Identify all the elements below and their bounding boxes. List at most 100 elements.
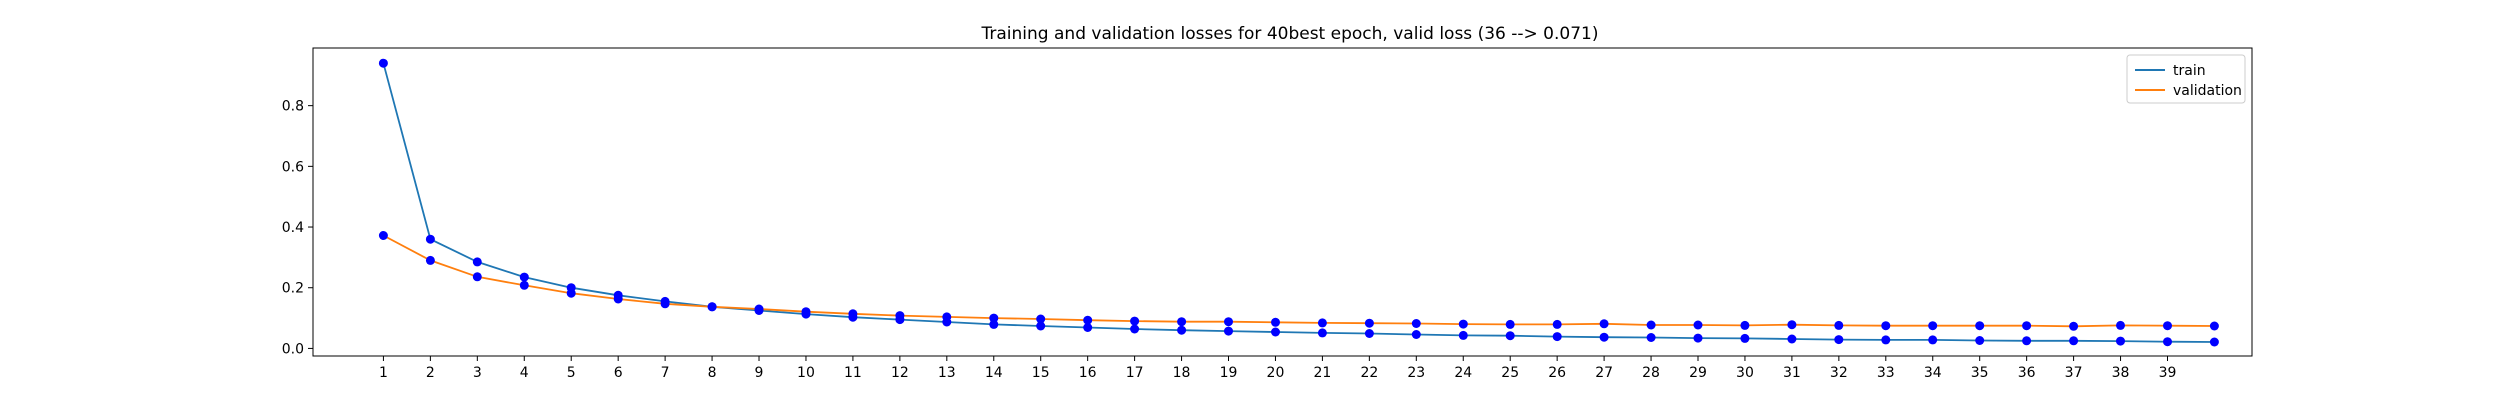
- x-tick-label: 21: [1313, 365, 1331, 381]
- data-point-train: [2116, 336, 2125, 346]
- data-point-validation: [942, 312, 952, 322]
- x-tick-label: 12: [891, 365, 909, 381]
- x-tick-label: 33: [1877, 365, 1895, 381]
- data-point-validation: [801, 307, 811, 317]
- data-point-train: [1881, 335, 1891, 345]
- legend-label-train: train: [2173, 63, 2206, 79]
- data-point-train: [472, 257, 482, 267]
- x-tick-label: 37: [2065, 365, 2083, 381]
- data-point-train: [989, 319, 999, 329]
- data-point-train: [1130, 324, 1140, 334]
- x-tick-label: 24: [1454, 365, 1472, 381]
- data-point-validation: [2116, 320, 2125, 330]
- data-point-train: [2069, 336, 2079, 346]
- series-line-train: [382, 62, 2215, 343]
- data-point-validation: [1834, 320, 1844, 330]
- x-tick-label: 13: [938, 365, 956, 381]
- data-point-validation: [1317, 318, 1327, 328]
- data-point-validation: [1599, 319, 1609, 329]
- x-tick-label: 22: [1360, 365, 1378, 381]
- data-point-train: [1271, 327, 1280, 337]
- y-tick-label: 0.2: [282, 281, 304, 297]
- x-tick-label: 26: [1548, 365, 1566, 381]
- data-point-train: [1505, 331, 1515, 341]
- x-tick-label: 29: [1689, 365, 1707, 381]
- series-line-validation: [382, 234, 2215, 328]
- y-tick-label: 0.6: [282, 159, 304, 175]
- data-point-validation: [1411, 319, 1421, 328]
- data-point-train: [425, 234, 435, 244]
- data-point-validation: [895, 311, 905, 321]
- data-point-train: [1317, 328, 1327, 338]
- data-point-validation: [472, 272, 482, 282]
- x-tick-label: 23: [1407, 365, 1425, 381]
- data-point-validation: [1364, 318, 1374, 328]
- data-point-validation: [2163, 321, 2172, 331]
- data-point-validation: [566, 288, 576, 298]
- data-point-validation: [519, 280, 529, 290]
- data-point-validation: [1928, 321, 1938, 331]
- x-tick-label: 14: [985, 365, 1003, 381]
- y-tick-label: 0.8: [282, 99, 304, 115]
- x-tick-label: 30: [1736, 365, 1754, 381]
- x-axis: 1 2 3 4 5 6 7 8 9 10 11 12 13 14 15 16 17 18 19 20 21 22 23 24 2…: [379, 356, 2176, 381]
- data-point-validation: [2022, 321, 2032, 331]
- series-markers: [378, 58, 2219, 347]
- x-tick-label: 6: [614, 365, 623, 381]
- data-point-validation: [754, 304, 764, 314]
- data-point-validation: [1787, 320, 1797, 330]
- data-point-train: [2022, 336, 2032, 346]
- data-point-train: [1693, 333, 1703, 343]
- data-point-validation: [1975, 321, 1985, 331]
- data-point-train: [1411, 330, 1421, 339]
- x-tick-label: 32: [1830, 365, 1848, 381]
- x-tick-label: 10: [797, 365, 815, 381]
- data-point-validation: [378, 231, 388, 240]
- data-point-validation: [1130, 316, 1140, 326]
- data-point-train: [519, 272, 529, 282]
- x-tick-label: 11: [844, 365, 862, 381]
- data-point-validation: [989, 313, 999, 323]
- data-point-train: [1646, 333, 1656, 342]
- x-tick-label: 5: [567, 365, 576, 381]
- x-tick-label: 16: [1079, 365, 1097, 381]
- data-point-validation: [1036, 314, 1046, 324]
- x-tick-label: 20: [1267, 365, 1285, 381]
- data-point-train: [1083, 323, 1093, 332]
- x-tick-label: 15: [1032, 365, 1050, 381]
- x-tick-label: 36: [2018, 365, 2036, 381]
- x-tick-label: 27: [1595, 365, 1613, 381]
- x-tick-label: 4: [520, 365, 529, 381]
- data-point-validation: [613, 294, 623, 304]
- x-tick-label: 25: [1501, 365, 1519, 381]
- legend-label-validation: validation: [2173, 83, 2242, 99]
- plot-frame: [312, 47, 2253, 357]
- x-tick-label: 31: [1783, 365, 1801, 381]
- data-point-validation: [1740, 320, 1750, 330]
- x-tick-label: 17: [1126, 365, 1144, 381]
- x-tick-label: 2: [426, 365, 435, 381]
- x-tick-label: 34: [1924, 365, 1942, 381]
- data-point-validation: [2069, 321, 2079, 331]
- data-point-train: [1177, 325, 1187, 335]
- data-point-train: [1740, 333, 1750, 343]
- data-point-train: [1224, 326, 1233, 336]
- data-point-validation: [1693, 320, 1703, 330]
- y-tick-label: 0.0: [282, 341, 304, 357]
- data-point-train: [1787, 334, 1797, 344]
- data-point-validation: [1224, 317, 1233, 327]
- data-point-train: [1599, 332, 1609, 342]
- data-point-train: [1975, 336, 1985, 345]
- x-tick-label: 39: [2159, 365, 2177, 381]
- x-tick-label: 8: [708, 365, 717, 381]
- y-axis: 0.0 0.2 0.4 0.6 0.8: [282, 99, 313, 357]
- data-point-validation: [1271, 317, 1280, 327]
- x-tick-label: 19: [1220, 365, 1238, 381]
- data-point-train: [1036, 321, 1046, 331]
- x-tick-label: 1: [379, 365, 388, 381]
- x-tick-label: 38: [2112, 365, 2130, 381]
- x-tick-label: 9: [755, 365, 764, 381]
- data-point-train: [1552, 332, 1562, 342]
- x-tick-label: 7: [661, 365, 670, 381]
